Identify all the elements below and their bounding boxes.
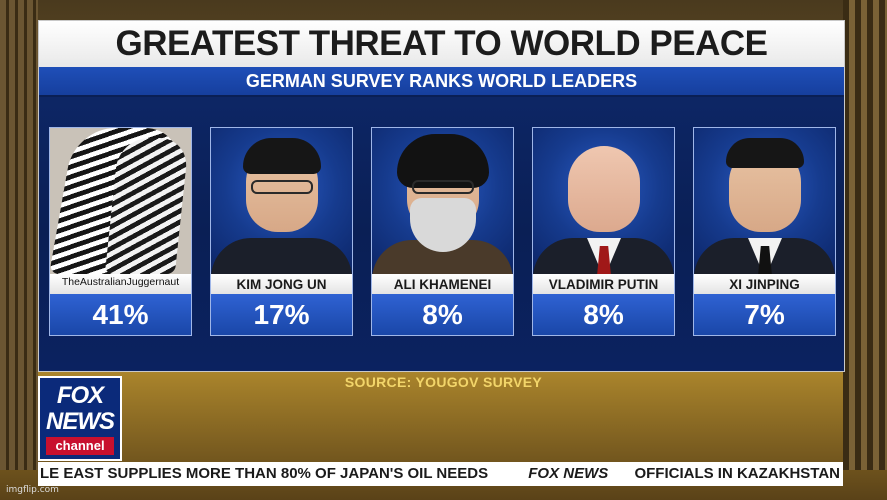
leader-percent-2: 17% <box>211 294 352 335</box>
leader-card-4: VLADIMIR PUTIN 8% <box>532 127 675 336</box>
glasses-shape <box>251 180 313 194</box>
turban-shape <box>397 134 489 188</box>
hair-shape <box>243 138 321 174</box>
suit-shape <box>211 238 352 274</box>
logo-channel-text: channel <box>46 437 114 455</box>
beard-shape <box>410 198 476 252</box>
graphic-board: GREATEST THREAT TO WORLD PEACE GERMAN SU… <box>38 20 845 372</box>
fox-news-logo: FOX NEWS channel <box>38 376 122 461</box>
face-shape <box>568 146 640 232</box>
news-ticker: LE EAST SUPPLIES MORE THAN 80% OF JAPAN'… <box>38 462 843 486</box>
leader-photo-2 <box>211 128 352 274</box>
leader-card-5: XI JINPING 7% <box>693 127 836 336</box>
title-bar: GREATEST THREAT TO WORLD PEACE <box>39 21 844 67</box>
page-subtitle: GERMAN SURVEY RANKS WORLD LEADERS <box>245 71 638 91</box>
ticker-headline-right: OFFICIALS IN KAZAKHSTAN SA <box>634 465 843 482</box>
page-title: GREATEST THREAT TO WORLD PEACE <box>115 24 768 63</box>
leader-photo-4 <box>533 128 674 274</box>
studio-background-right <box>843 0 887 470</box>
ticker-fox-news-logo: FOX NEWS <box>528 465 609 482</box>
leader-card-2: KIM JONG UN 17% <box>210 127 353 336</box>
subtitle-bar: GERMAN SURVEY RANKS WORLD LEADERS <box>39 67 844 97</box>
tie-shape <box>758 246 772 274</box>
leader-name-4: VLADIMIR PUTIN <box>533 274 674 294</box>
leader-name-5: XI JINPING <box>694 274 835 294</box>
leader-name-3: ALI KHAMENEI <box>372 274 513 294</box>
leader-photo-3 <box>372 128 513 274</box>
tie-shape <box>597 246 611 274</box>
leader-cards: TheAustralianJuggernaut 41% KIM JONG UN … <box>49 127 836 336</box>
photo-watermark: TheAustralianJuggernaut <box>61 276 180 288</box>
leader-percent-1: 41% <box>50 294 191 335</box>
leader-photo-1 <box>50 128 191 274</box>
ticker-headline-left: LE EAST SUPPLIES MORE THAN 80% OF JAPAN'… <box>40 465 489 482</box>
source-caption: SOURCE: YOUGOV SURVEY <box>344 374 543 390</box>
hair-shape <box>726 138 804 168</box>
leader-percent-4: 8% <box>533 294 674 335</box>
logo-fox-text: FOX <box>56 382 104 409</box>
imgflip-watermark: imgflip.com <box>6 485 59 495</box>
leader-name-2: KIM JONG UN <box>211 274 352 294</box>
glasses-shape <box>412 180 474 194</box>
logo-news-text: NEWS <box>46 408 115 435</box>
leader-name-1 <box>50 274 191 294</box>
leader-card-1: TheAustralianJuggernaut 41% <box>49 127 192 336</box>
leader-photo-5 <box>694 128 835 274</box>
striped-legs-image-2 <box>104 138 190 274</box>
leader-card-3: ALI KHAMENEI 8% <box>371 127 514 336</box>
leader-percent-3: 8% <box>372 294 513 335</box>
studio-background-left <box>0 0 38 470</box>
leader-percent-5: 7% <box>694 294 835 335</box>
